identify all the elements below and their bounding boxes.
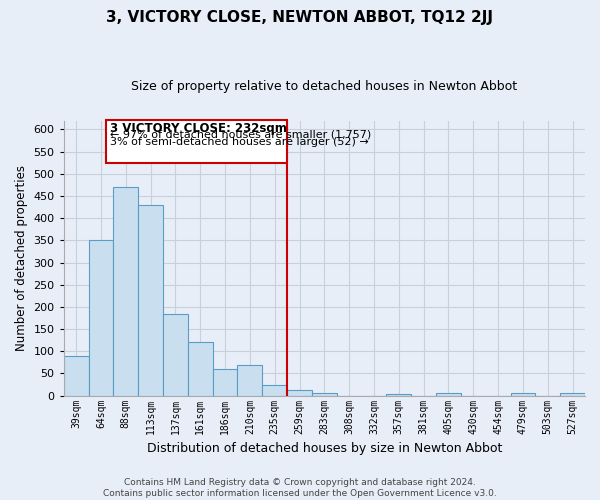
Text: 3% of semi-detached houses are larger (52) →: 3% of semi-detached houses are larger (5… xyxy=(110,136,368,146)
Bar xyxy=(386,394,411,396)
Y-axis label: Number of detached properties: Number of detached properties xyxy=(15,165,28,351)
Text: 3, VICTORY CLOSE, NEWTON ABBOT, TQ12 2JJ: 3, VICTORY CLOSE, NEWTON ABBOT, TQ12 2JJ xyxy=(107,10,493,25)
X-axis label: Distribution of detached houses by size in Newton Abbot: Distribution of detached houses by size … xyxy=(146,442,502,455)
Text: 3 VICTORY CLOSE: 232sqm: 3 VICTORY CLOSE: 232sqm xyxy=(110,122,287,135)
Bar xyxy=(262,384,287,396)
Bar xyxy=(188,342,212,396)
Bar xyxy=(138,205,163,396)
Text: ← 97% of detached houses are smaller (1,757): ← 97% of detached houses are smaller (1,… xyxy=(110,130,371,140)
Bar xyxy=(560,394,585,396)
Bar xyxy=(511,394,535,396)
Bar xyxy=(89,240,113,396)
Bar xyxy=(113,187,138,396)
Bar xyxy=(436,394,461,396)
Title: Size of property relative to detached houses in Newton Abbot: Size of property relative to detached ho… xyxy=(131,80,517,93)
Text: Contains HM Land Registry data © Crown copyright and database right 2024.
Contai: Contains HM Land Registry data © Crown c… xyxy=(103,478,497,498)
Bar xyxy=(312,392,337,396)
Bar xyxy=(287,390,312,396)
FancyBboxPatch shape xyxy=(106,120,287,162)
Bar xyxy=(212,369,238,396)
Bar xyxy=(64,356,89,396)
Bar xyxy=(238,364,262,396)
Bar xyxy=(163,314,188,396)
